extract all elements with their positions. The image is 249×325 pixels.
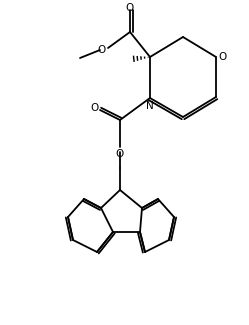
Text: O: O — [126, 3, 134, 13]
Text: O: O — [219, 52, 227, 62]
Text: N: N — [146, 101, 154, 111]
Text: O: O — [90, 103, 98, 113]
Text: O: O — [116, 149, 124, 159]
Text: O: O — [98, 45, 106, 55]
